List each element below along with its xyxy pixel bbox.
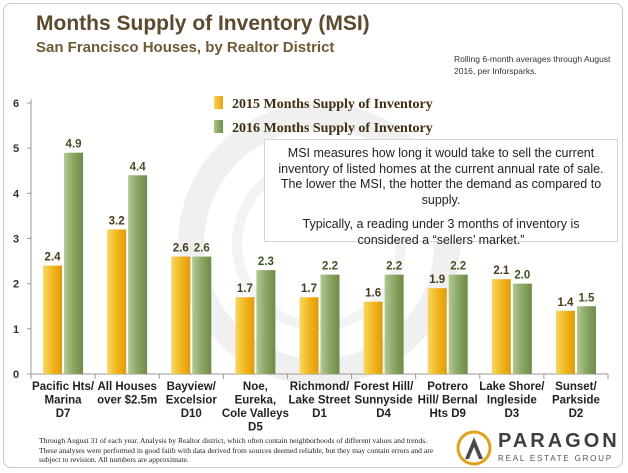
bar-value-label-2015: 2.6 [173, 243, 189, 255]
bar-2015 [235, 297, 255, 374]
bar-value-label-2016: 4.4 [130, 161, 147, 173]
msi-explanation-box: MSI measures how long it would take to s… [264, 139, 618, 247]
bar-2015 [107, 229, 127, 374]
bar-value-label-2016: 2.2 [450, 261, 466, 273]
bar-2016 [320, 274, 340, 374]
bar-value-label-2016: 2.6 [194, 243, 210, 255]
x-category-label-line: Forest Hill/ [354, 381, 414, 393]
legend-item-2015: 2015 Months Supply of Inventory [214, 96, 433, 113]
bar-2016 [576, 306, 596, 374]
x-category-label-line: Richmond/ [290, 381, 350, 393]
y-tick-label: 6 [13, 98, 19, 110]
bar-value-label-2015: 1.9 [429, 274, 445, 286]
x-category-label-line: D4 [376, 408, 391, 420]
x-category-label-line: over $2.5m [97, 395, 157, 407]
bar-2015 [555, 310, 575, 374]
logo-tagline: REAL ESTATE GROUP [498, 454, 613, 463]
x-category-label: Pacific Hts/Marina D7 [32, 381, 95, 420]
bar-2016 [256, 270, 276, 374]
bar-2015 [363, 301, 383, 374]
x-category-label-line: Hill/ Bernal [418, 395, 478, 407]
x-category-label: All Houses over $2.5m [97, 381, 157, 407]
x-category-label-line: Lake Street [288, 395, 350, 407]
bar-value-label-2015: 1.4 [557, 297, 574, 309]
bar-2016 [448, 274, 468, 374]
legend-label-2015: 2015 Months Supply of Inventory [232, 97, 433, 112]
bar-2015 [427, 288, 447, 374]
bar-value-label-2015: 2.4 [45, 252, 62, 264]
x-category-label-line: Hts D9 [430, 408, 466, 420]
bar-value-label-2015: 3.2 [109, 215, 125, 227]
msi-definition-text: MSI measures how long it would take to s… [278, 146, 604, 207]
x-category-label-line: Cole Valleys [222, 408, 289, 420]
x-category-label-line: D2 [569, 408, 584, 420]
bar-2016 [128, 175, 148, 374]
y-tick-label: 2 [13, 279, 19, 291]
x-category-label-line: D5 [248, 422, 263, 434]
chart-subtitle: San Francisco Houses, by Realtor Distric… [36, 39, 335, 56]
x-category-label-line: D10 [181, 408, 202, 420]
x-category-label-line: Sunset/ [555, 381, 597, 393]
paragon-logo-icon [456, 430, 492, 466]
x-category-label: Potrero Hill/ Bernal Hts D9 [418, 381, 478, 420]
y-tick-label: 1 [13, 324, 19, 336]
x-category-label-line: Pacific Hts/ [32, 381, 95, 393]
chart-title: Months Supply of Inventory (MSI) [36, 12, 370, 35]
x-category-label-line: D7 [56, 408, 71, 420]
x-category-label: Forest Hill/Sunnyside D4 [354, 381, 414, 420]
x-category-label: Richmond/Lake Street D1 [288, 381, 350, 420]
bar-2016 [384, 274, 404, 374]
bar-value-label-2015: 1.7 [237, 283, 253, 295]
y-tick-label: 4 [13, 188, 20, 200]
x-category-label: Sunset/Parkside D2 [552, 381, 600, 420]
bar-value-label-2016: 1.5 [578, 292, 595, 304]
x-category-label-line: D3 [504, 408, 519, 420]
bar-2015 [43, 265, 63, 374]
bar-value-label-2015: 2.1 [493, 265, 510, 277]
legend-swatch-2016 [214, 120, 223, 133]
sellers-market-text: Typically, a reading under 3 months of i… [302, 217, 580, 247]
legend-swatch-2015 [214, 96, 223, 109]
x-category-label: Noe, Eureka, Cole Valleys D5 [222, 381, 289, 434]
x-category-label: Bayview/Excelsior D10 [166, 381, 218, 420]
x-category-label-line: Lake Shore/ [479, 381, 545, 393]
logo-name: PARAGON [498, 430, 620, 452]
x-category-label-line: Sunnyside [355, 395, 413, 407]
x-category-label-line: Excelsior [166, 395, 218, 407]
bar-value-label-2016: 2.3 [258, 256, 274, 268]
y-tick-label: 0 [13, 369, 19, 381]
x-category-label-line: Eureka, [235, 395, 277, 407]
footnote: Through August 31 of each year. Analysis… [39, 436, 434, 465]
chart-frame: 0 1 2 3 4 5 6 Pacific Hts/Marina D7 All Houses ove… [3, 3, 623, 468]
bar-value-label-2016: 2.0 [514, 270, 530, 282]
bar-value-label-2015: 1.7 [301, 283, 317, 295]
x-category-label-line: Marina [45, 395, 83, 407]
rolling-average-note: Rolling 6-month averages through August … [454, 54, 611, 76]
x-category-label-line: Potrero [427, 381, 468, 393]
x-category-label-line: Noe, [243, 381, 268, 393]
x-category-label-line: All Houses [97, 381, 156, 393]
bar-value-label-2016: 4.9 [66, 139, 82, 151]
y-tick-label: 5 [13, 143, 19, 155]
bar-2016 [192, 256, 212, 374]
bar-value-label-2016: 2.2 [386, 261, 402, 273]
bar-value-label-2016: 2.2 [322, 261, 338, 273]
bar-2016 [64, 152, 84, 374]
bar-2015 [299, 297, 319, 374]
legend-item-2016: 2016 Months Supply of Inventory [214, 120, 433, 137]
bar-2015 [171, 256, 191, 374]
x-category-label-line: Bayview/ [167, 381, 217, 393]
x-category-label-line: D1 [312, 408, 327, 420]
x-category-label-line: Parkside [552, 395, 600, 407]
bar-2015 [491, 279, 511, 374]
legend-label-2016: 2016 Months Supply of Inventory [232, 121, 433, 136]
x-category-label: Lake Shore/Ingleside D3 [479, 381, 545, 420]
bar-2016 [512, 283, 532, 374]
bar-value-label-2015: 1.6 [365, 288, 381, 300]
y-tick-label: 3 [13, 234, 19, 246]
x-category-label-line: Ingleside [487, 395, 537, 407]
